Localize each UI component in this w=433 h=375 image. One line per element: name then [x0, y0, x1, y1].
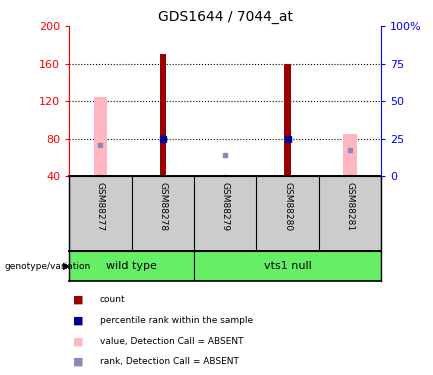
Text: genotype/variation: genotype/variation — [4, 262, 90, 271]
Title: GDS1644 / 7044_at: GDS1644 / 7044_at — [158, 10, 293, 24]
Bar — [343, 134, 357, 176]
FancyBboxPatch shape — [194, 251, 381, 281]
Text: wild type: wild type — [106, 261, 157, 271]
Text: ▶: ▶ — [63, 261, 70, 271]
Text: value, Detection Call = ABSENT: value, Detection Call = ABSENT — [100, 337, 243, 346]
Text: percentile rank within the sample: percentile rank within the sample — [100, 316, 253, 325]
Text: ■: ■ — [73, 336, 83, 346]
Text: GSM88279: GSM88279 — [221, 182, 229, 231]
Bar — [94, 97, 107, 176]
Text: ■: ■ — [73, 357, 83, 367]
Text: GSM88281: GSM88281 — [346, 182, 354, 231]
Text: ■: ■ — [73, 316, 83, 326]
Text: GSM88277: GSM88277 — [96, 182, 105, 231]
Bar — [284, 64, 291, 176]
Text: GSM88278: GSM88278 — [158, 182, 167, 231]
FancyBboxPatch shape — [69, 251, 194, 281]
Text: count: count — [100, 296, 125, 304]
Text: vts1 null: vts1 null — [264, 261, 311, 271]
Bar — [160, 54, 166, 176]
Text: ■: ■ — [73, 295, 83, 305]
Text: GSM88280: GSM88280 — [283, 182, 292, 231]
Text: rank, Detection Call = ABSENT: rank, Detection Call = ABSENT — [100, 357, 239, 366]
